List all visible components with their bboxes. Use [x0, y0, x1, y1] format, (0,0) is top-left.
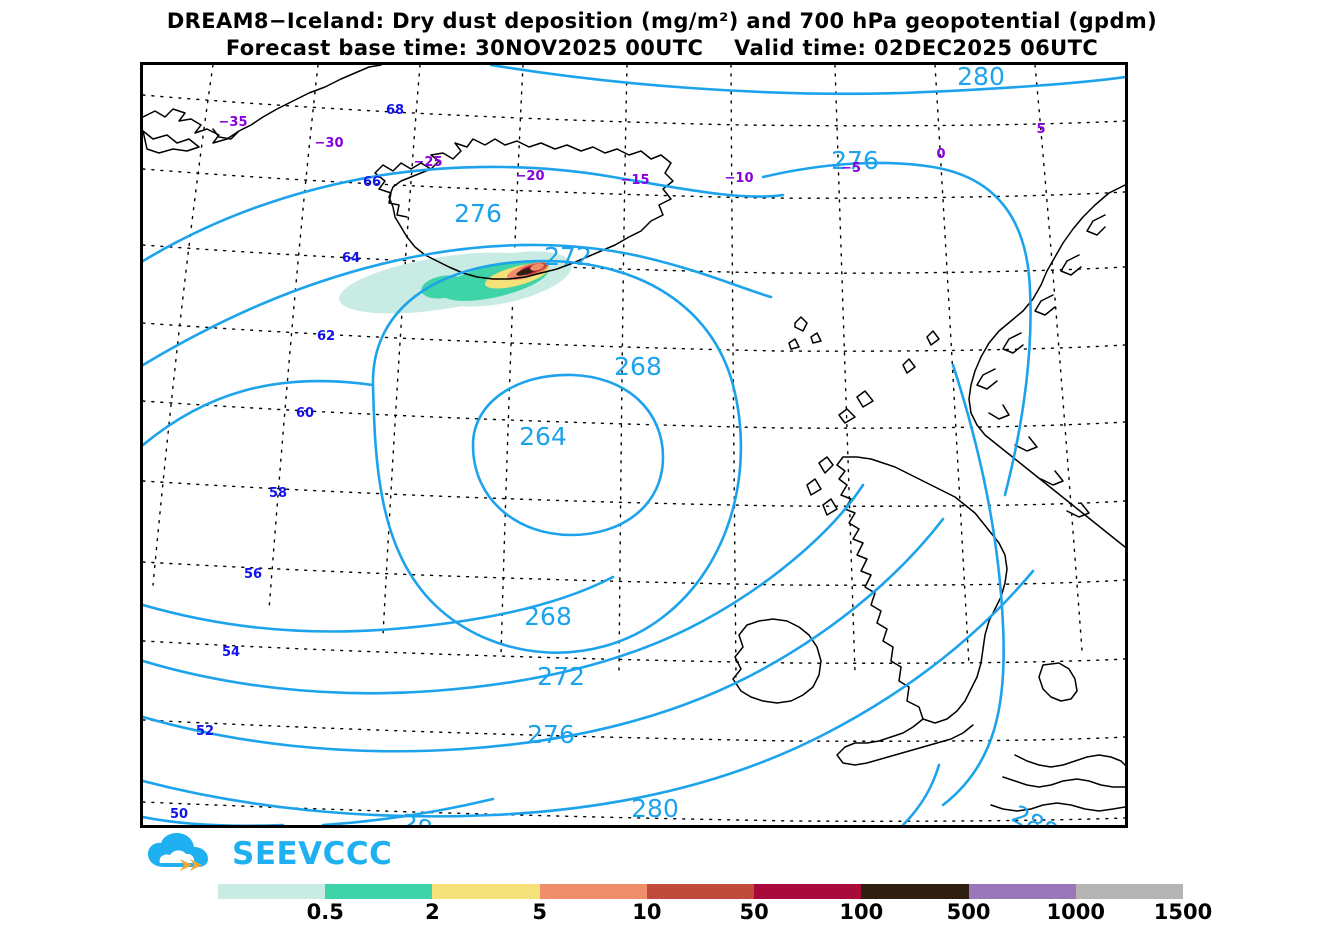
contour-label: 280: [957, 65, 1005, 91]
colorbar-tick-label: 0.5: [306, 900, 344, 924]
lon-label: −25: [414, 155, 443, 170]
colorbar-tick-label: 1500: [1153, 900, 1213, 924]
contour-label: 268: [614, 352, 662, 381]
lat-label: 50: [170, 807, 188, 822]
page-title: DREAM8−Iceland: Dry dust deposition (mg/…: [166, 9, 1158, 33]
seevccc-logo-text: SEEVCCC: [232, 836, 393, 872]
coastlines: [143, 65, 1125, 812]
contour-label: 276: [454, 199, 502, 228]
colorbar-segment-7: [968, 884, 1076, 899]
longitude-labels: −35 −30 −25 −20 −15 −10 −5 0 5: [219, 115, 1046, 188]
dust-deposition-shading: [339, 251, 572, 314]
lat-label: 58: [269, 486, 287, 501]
colorbar-segment-5: [754, 884, 862, 899]
lon-label: 5: [1036, 122, 1045, 137]
dust-colorbar-labels: 0.5 2 5 10 50 100 500 1000 1500: [218, 900, 1213, 924]
cloud-icon: [148, 833, 208, 867]
colorbar-tick-label: 10: [632, 900, 662, 924]
colorbar-tick-label: 5: [532, 900, 547, 924]
lat-label: 56: [244, 567, 262, 582]
contour-label: 272: [544, 242, 592, 271]
arrow-icon: [180, 859, 202, 871]
colorbar-segment-6: [861, 884, 969, 899]
colorbar-segment-0: [218, 884, 326, 899]
dust-colorbar: [218, 884, 1183, 899]
lon-label: −35: [219, 115, 248, 130]
lat-label: 54: [222, 645, 240, 660]
contour-value-labels: 280 276 276 272 268 264 268 272 276 280 …: [396, 65, 1062, 825]
lat-label: 68: [386, 103, 404, 118]
geopotential-contours: [143, 65, 1125, 825]
weather-map: 280 276 276 272 268 264 268 272 276 280 …: [140, 62, 1128, 828]
lat-label: 66: [363, 175, 381, 190]
contour-label: 276: [831, 146, 879, 175]
colorbar-segment-3: [539, 884, 647, 899]
colorbar-segment-2: [432, 884, 540, 899]
contour-label: 268: [524, 602, 572, 631]
colorbar-tick-label: 100: [839, 900, 884, 924]
forecast-time-subtitle: Forecast base time: 30NOV2025 00UTC Vali…: [225, 36, 1099, 60]
lon-label: −30: [315, 136, 344, 151]
contour-label: 280: [631, 794, 679, 823]
lat-label: 52: [196, 724, 214, 739]
lat-label: 62: [317, 329, 335, 344]
contour-label: 276: [527, 720, 575, 749]
colorbar-segment-1: [325, 884, 433, 899]
colorbar-tick-label: 50: [739, 900, 769, 924]
chart-title-block: DREAM8−Iceland: Dry dust deposition (mg/…: [0, 8, 1324, 62]
lon-label: −5: [841, 161, 861, 176]
lat-label: 60: [296, 406, 314, 421]
lon-label: −20: [516, 169, 545, 184]
contour-label: 264: [519, 422, 567, 451]
colorbar-segment-8: [1075, 884, 1183, 899]
graticule-grid: [143, 65, 1125, 822]
map-canvas: 280 276 276 272 268 264 268 272 276 280 …: [143, 65, 1125, 825]
latitude-labels: 68 66 64 62 60 58 56 54 52 50: [170, 103, 404, 822]
colorbar-tick-label: 500: [946, 900, 991, 924]
lat-label: 64: [342, 251, 360, 266]
seevccc-logo: [148, 833, 208, 871]
colorbar-tick-label: 1000: [1046, 900, 1105, 924]
lon-label: −15: [621, 173, 650, 188]
contour-label: 272: [537, 662, 585, 691]
colorbar-segment-4: [646, 884, 755, 899]
lon-label: −10: [725, 171, 754, 186]
colorbar-tick-label: 2: [425, 900, 440, 924]
lon-label: 0: [936, 147, 945, 162]
